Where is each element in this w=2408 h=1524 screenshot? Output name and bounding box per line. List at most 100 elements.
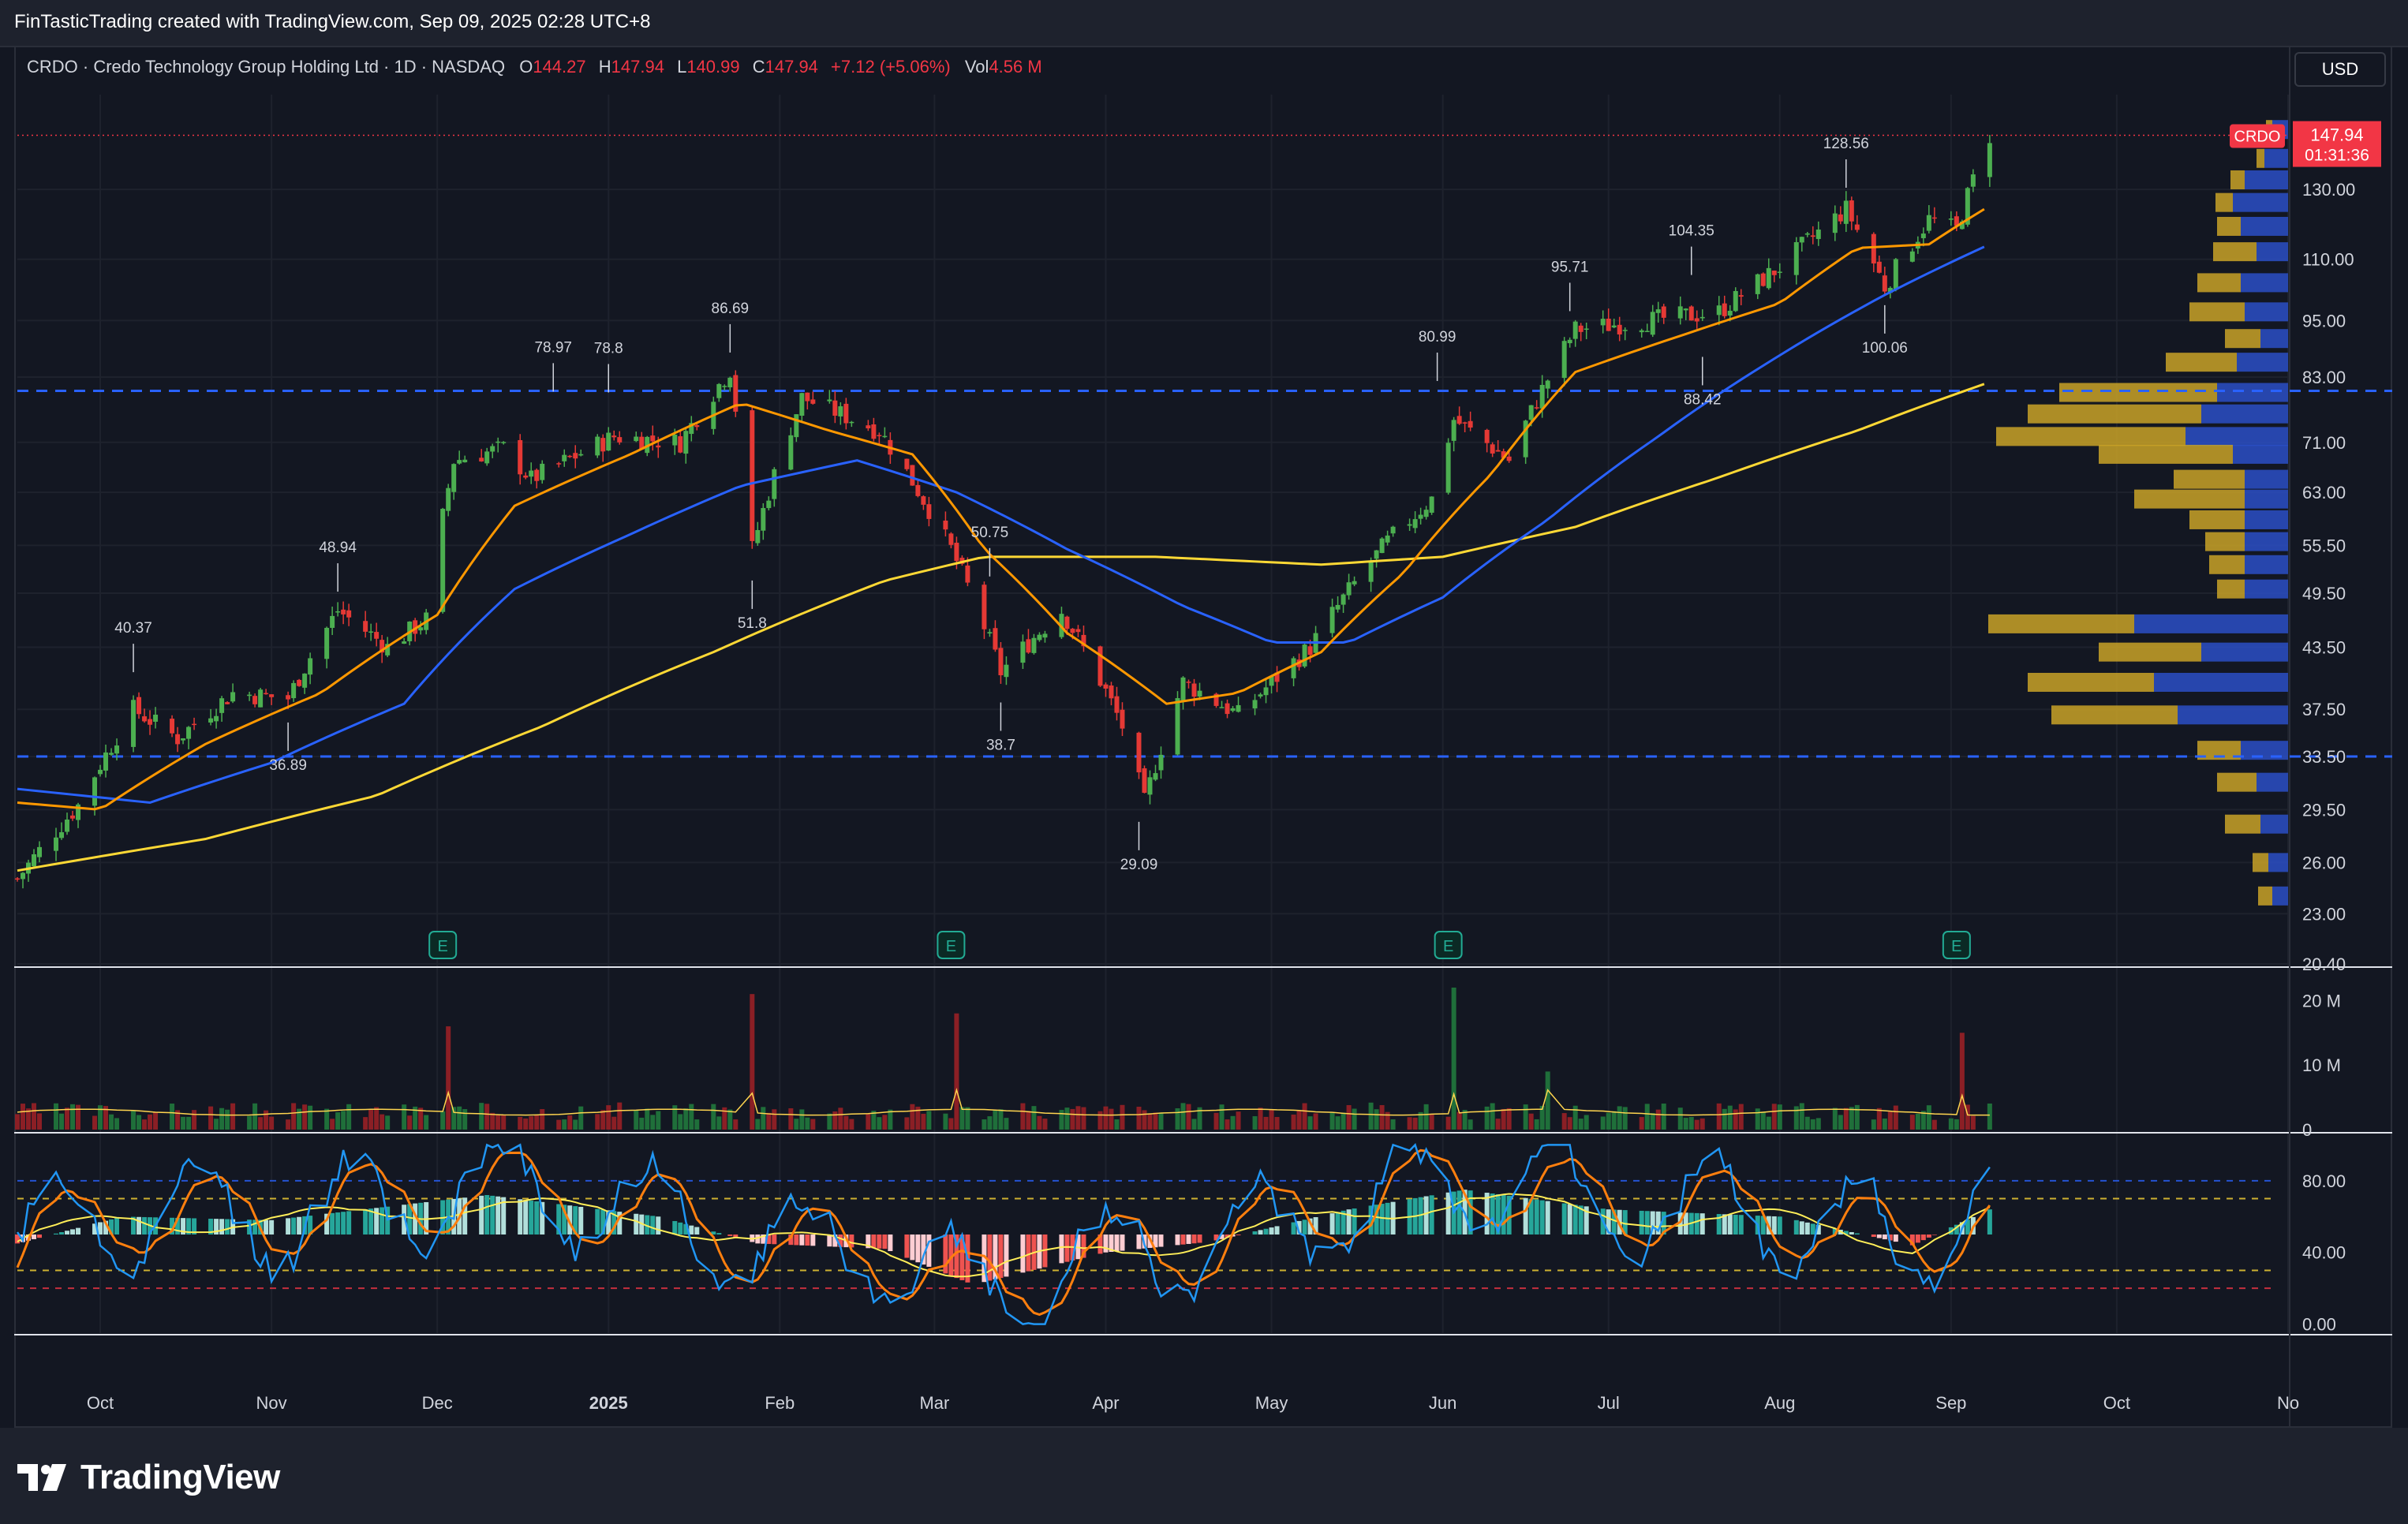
candle-up[interactable] bbox=[1926, 215, 1931, 231]
candle-down[interactable] bbox=[567, 455, 573, 458]
candle-up[interactable] bbox=[114, 745, 120, 754]
candle-up[interactable] bbox=[1655, 309, 1661, 313]
candle-down[interactable] bbox=[1854, 224, 1860, 230]
candle-down[interactable] bbox=[1120, 709, 1125, 729]
candle-up[interactable] bbox=[258, 689, 264, 708]
candle-up[interactable] bbox=[1766, 267, 1771, 289]
candle-down[interactable] bbox=[965, 565, 970, 583]
candle-up[interactable] bbox=[1567, 339, 1572, 344]
candle-up[interactable] bbox=[1451, 420, 1456, 441]
candle-up[interactable] bbox=[1263, 687, 1269, 696]
candle-up[interactable] bbox=[21, 872, 26, 880]
candle-up[interactable] bbox=[103, 752, 109, 771]
candle-down[interactable] bbox=[1307, 646, 1313, 656]
candle-up[interactable] bbox=[882, 435, 888, 438]
candle-down[interactable] bbox=[1954, 216, 1959, 226]
ema-long-line[interactable] bbox=[17, 383, 1985, 872]
candle-up[interactable] bbox=[59, 832, 65, 839]
candle-up[interactable] bbox=[1528, 405, 1534, 420]
candle-up[interactable] bbox=[1412, 519, 1418, 529]
candle-up[interactable] bbox=[1197, 690, 1202, 697]
candle-down[interactable] bbox=[1075, 629, 1081, 633]
candle-down[interactable] bbox=[1738, 295, 1744, 297]
candle-down[interactable] bbox=[1771, 271, 1777, 275]
candle-up[interactable] bbox=[1329, 607, 1335, 633]
candle-down[interactable] bbox=[1456, 416, 1462, 424]
candle-down[interactable] bbox=[286, 695, 291, 700]
candle-down[interactable] bbox=[877, 435, 882, 437]
candle-up[interactable] bbox=[1236, 704, 1241, 712]
candle-up[interactable] bbox=[1600, 319, 1606, 326]
candle-down[interactable] bbox=[1694, 318, 1699, 322]
candle-down[interactable] bbox=[866, 425, 871, 429]
candle-up[interactable] bbox=[1352, 581, 1357, 585]
candle-up[interactable] bbox=[1793, 241, 1799, 275]
candle-up[interactable] bbox=[1683, 308, 1688, 311]
candle-up[interactable] bbox=[291, 682, 297, 699]
candle-up[interactable] bbox=[1644, 331, 1650, 332]
candle-up[interactable] bbox=[1368, 562, 1374, 582]
candle-down[interactable] bbox=[1081, 634, 1086, 647]
candle-up[interactable] bbox=[1291, 658, 1296, 678]
candle-up[interactable] bbox=[368, 631, 374, 633]
candle-up[interactable] bbox=[153, 714, 159, 722]
candle-up[interactable] bbox=[457, 460, 462, 464]
candle-up[interactable] bbox=[1269, 676, 1274, 686]
candle-down[interactable] bbox=[341, 609, 346, 614]
candle-up[interactable] bbox=[1219, 707, 1225, 708]
candle-up[interactable] bbox=[1909, 251, 1915, 262]
candle-down[interactable] bbox=[1070, 629, 1075, 633]
candle-down[interactable] bbox=[170, 719, 175, 734]
candle-down[interactable] bbox=[1578, 325, 1584, 332]
candle-up[interactable] bbox=[440, 509, 446, 612]
candle-up[interactable] bbox=[32, 854, 37, 867]
candle-down[interactable] bbox=[15, 878, 20, 880]
candle-up[interactable] bbox=[131, 700, 136, 747]
earnings-marker[interactable] bbox=[937, 931, 966, 959]
candle-down[interactable] bbox=[943, 521, 948, 530]
candle-up[interactable] bbox=[1180, 677, 1186, 701]
candle-up[interactable] bbox=[1622, 330, 1628, 331]
candle-down[interactable] bbox=[678, 436, 683, 453]
candle-up[interactable] bbox=[1252, 700, 1258, 709]
candle-up[interactable] bbox=[1650, 312, 1655, 335]
candle-up[interactable] bbox=[1390, 526, 1396, 534]
candle-down[interactable] bbox=[264, 693, 269, 695]
candle-down[interactable] bbox=[1097, 646, 1103, 686]
candle-up[interactable] bbox=[838, 406, 843, 416]
candle-down[interactable] bbox=[136, 697, 142, 715]
candle-up[interactable] bbox=[37, 846, 43, 857]
candle-down[interactable] bbox=[750, 410, 755, 541]
candle-up[interactable] bbox=[446, 487, 451, 511]
candle-up[interactable] bbox=[501, 442, 507, 443]
candle-up[interactable] bbox=[799, 393, 805, 416]
candle-up[interactable] bbox=[451, 464, 457, 492]
candle-down[interactable] bbox=[1186, 682, 1191, 683]
candle-down[interactable] bbox=[1136, 732, 1142, 773]
candle-down[interactable] bbox=[1506, 456, 1512, 461]
candle-up[interactable] bbox=[1561, 341, 1567, 379]
candle-down[interactable] bbox=[1688, 306, 1694, 321]
candle-up[interactable] bbox=[335, 611, 341, 613]
candle-up[interactable] bbox=[208, 718, 214, 723]
candle-down[interactable] bbox=[948, 533, 954, 545]
candle-up[interactable] bbox=[490, 446, 495, 452]
candle-down[interactable] bbox=[1468, 420, 1473, 428]
candle-down[interactable] bbox=[70, 815, 76, 819]
last-price-badge[interactable]: CRDO 147.94 01:31:36 bbox=[2230, 121, 2381, 167]
candle-up[interactable] bbox=[634, 436, 639, 442]
candle-up[interactable] bbox=[1175, 698, 1180, 755]
candle-up[interactable] bbox=[1948, 218, 1954, 220]
candle-up[interactable] bbox=[1429, 496, 1434, 513]
candle-up[interactable] bbox=[1755, 274, 1760, 294]
candle-down[interactable] bbox=[1484, 429, 1490, 443]
candle-up[interactable] bbox=[484, 451, 490, 464]
candle-up[interactable] bbox=[1340, 594, 1346, 605]
candle-down[interactable] bbox=[1661, 306, 1666, 318]
candle-up[interactable] bbox=[1572, 321, 1578, 339]
candle-down[interactable] bbox=[363, 621, 368, 632]
legend-symbol[interactable]: CRDO · Credo Technology Group Holding Lt… bbox=[27, 57, 506, 77]
candle-up[interactable] bbox=[1407, 524, 1412, 526]
candle-down[interactable] bbox=[534, 469, 540, 481]
time-axis[interactable]: Oct Nov Dec 2025 Feb Mar Apr May Jun Jul Aug Sep Oct… bbox=[87, 1393, 2299, 1413]
